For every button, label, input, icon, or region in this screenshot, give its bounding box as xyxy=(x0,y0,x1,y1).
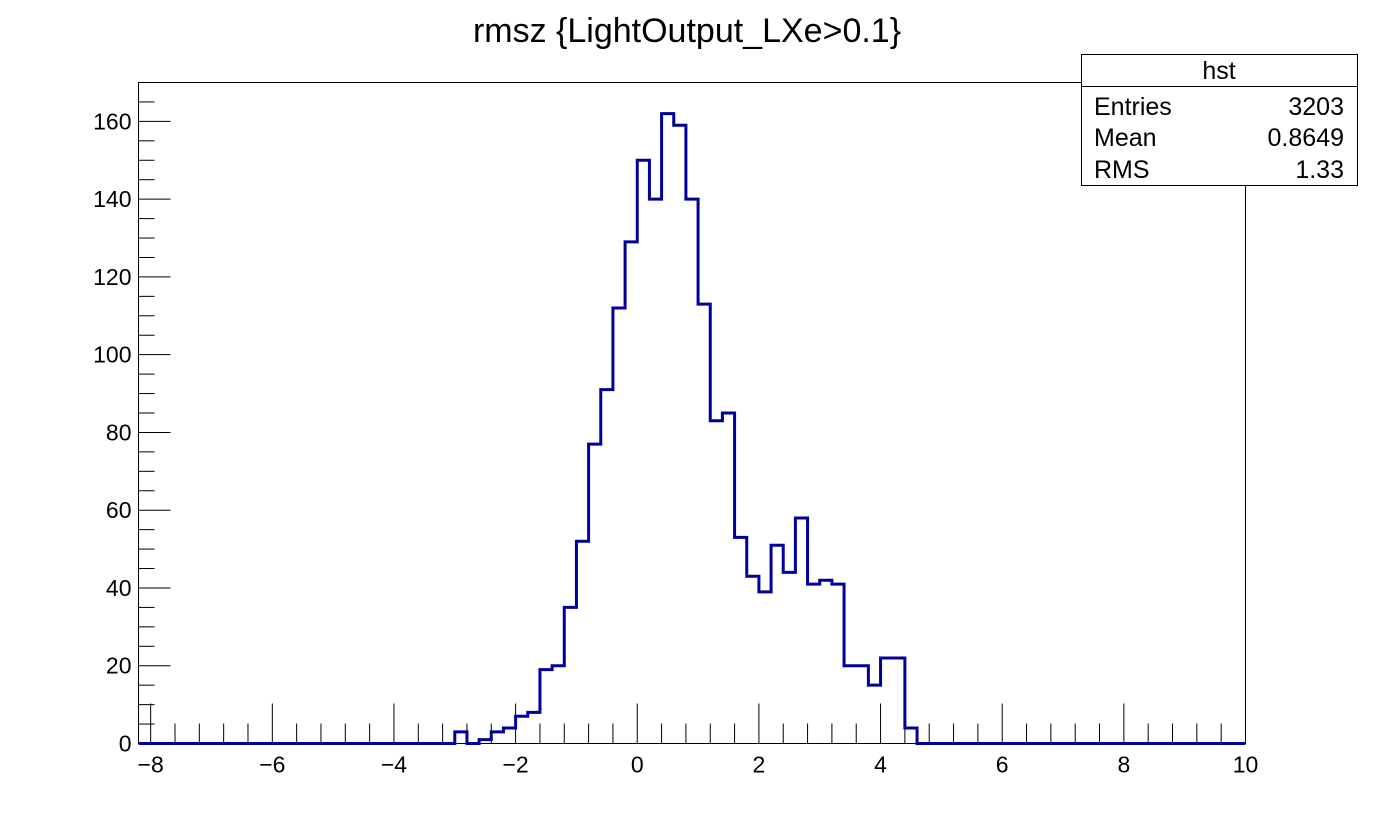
y-tick-label: 80 xyxy=(106,419,132,445)
stats-value-mean: 0.8649 xyxy=(1268,124,1344,152)
stats-value-rms: 1.33 xyxy=(1295,156,1344,184)
x-tick-label: 8 xyxy=(1117,752,1130,778)
x-tick-label: 6 xyxy=(996,752,1009,778)
histogram-bin xyxy=(710,421,722,744)
y-axis: 0 20 40 60 80 100 120 140 160 xyxy=(93,82,171,757)
histogram-outline xyxy=(138,112,1246,745)
histogram-bin xyxy=(601,390,613,744)
histogram-bin xyxy=(528,712,540,743)
histogram-bin xyxy=(698,304,710,743)
histogram-bin xyxy=(856,666,868,744)
histogram-bin xyxy=(564,607,576,743)
histogram-bin xyxy=(649,199,661,743)
histogram-bin xyxy=(783,572,795,743)
histogram-bin xyxy=(455,732,467,744)
histogram-bin xyxy=(662,114,674,744)
histogram-bin xyxy=(759,592,771,744)
y-tick-label: 120 xyxy=(93,264,131,290)
histogram-bin xyxy=(674,125,686,743)
histogram-bin xyxy=(722,413,734,744)
histogram-bin xyxy=(503,728,515,744)
histogram-bin xyxy=(832,584,844,743)
histogram-bin xyxy=(735,537,747,743)
plot-frame xyxy=(138,82,1246,744)
histogram-bin xyxy=(491,732,503,744)
histogram-bin xyxy=(686,199,698,743)
y-tick-label: 0 xyxy=(119,731,132,757)
x-tick-label: −6 xyxy=(259,752,285,778)
histogram-bin xyxy=(637,160,649,743)
x-tick-label: −2 xyxy=(502,752,528,778)
stats-box-title: hst xyxy=(1202,57,1235,85)
stats-box-frame xyxy=(1081,54,1358,186)
stats-label-entries: Entries xyxy=(1094,93,1172,121)
histogram-bin xyxy=(868,685,880,743)
y-tick-label: 140 xyxy=(93,186,131,212)
histogram-bin xyxy=(905,728,917,744)
histogram-bin xyxy=(747,576,759,743)
x-tick-label: 10 xyxy=(1233,752,1259,778)
x-tick-label: 0 xyxy=(631,752,644,778)
x-tick-label: −4 xyxy=(381,752,407,778)
stats-label-mean: Mean xyxy=(1094,124,1157,152)
histogram-bin xyxy=(516,716,528,743)
histogram-bin xyxy=(893,658,905,744)
histogram-bin xyxy=(844,666,856,744)
histogram-bin xyxy=(576,541,588,743)
x-tick-label: −8 xyxy=(138,752,164,778)
x-tick-label: 2 xyxy=(753,752,766,778)
y-tick-label: 60 xyxy=(106,497,132,523)
histogram-bin xyxy=(881,658,893,744)
y-tick-label: 40 xyxy=(106,575,132,601)
histogram-bin xyxy=(808,584,820,743)
chart-title: rmsz {LightOutput_LXe>0.1} xyxy=(473,12,901,50)
histogram-bin xyxy=(589,444,601,743)
histogram-bin xyxy=(771,545,783,743)
histogram-bin xyxy=(552,666,564,744)
stats-value-entries: 3203 xyxy=(1288,93,1344,121)
stats-box: hst Entries 3203 Mean 0.8649 RMS 1.33 xyxy=(1081,54,1358,186)
histogram-bin xyxy=(540,670,552,744)
histogram-bins xyxy=(455,114,917,744)
y-tick-label: 20 xyxy=(106,653,132,679)
histogram-bin xyxy=(795,518,807,744)
stats-label-rms: RMS xyxy=(1094,156,1150,184)
histogram-bin xyxy=(625,242,637,744)
y-tick-label: 100 xyxy=(93,342,131,368)
histogram-bin xyxy=(613,308,625,743)
x-tick-label: 4 xyxy=(874,752,887,778)
x-axis: −8 −6 −4 −2 0 2 4 6 8 10 xyxy=(138,703,1259,778)
y-tick-label: 160 xyxy=(93,108,131,134)
histogram-bin xyxy=(820,580,832,743)
